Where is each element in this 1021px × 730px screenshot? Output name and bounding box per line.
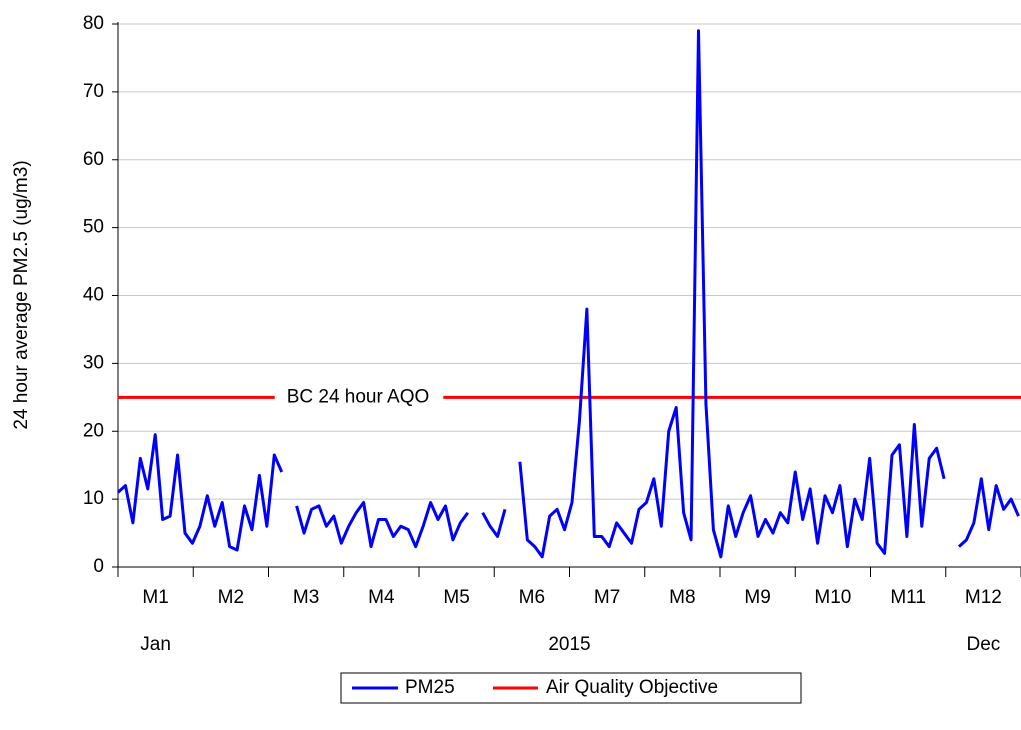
y-tick-label: 70 bbox=[83, 81, 104, 102]
data-line bbox=[116, 29, 1020, 559]
x-tick-label: M6 bbox=[519, 587, 545, 608]
y-tick-label: 20 bbox=[83, 420, 104, 441]
legend-label: PM25 bbox=[405, 677, 455, 698]
legend-box bbox=[340, 672, 802, 704]
x-tick-label: M10 bbox=[814, 587, 851, 608]
x-tick-label: M2 bbox=[218, 587, 244, 608]
x-tick-label: M3 bbox=[293, 587, 319, 608]
x-tick-label: M7 bbox=[594, 587, 620, 608]
x-tick-label: M8 bbox=[669, 587, 695, 608]
x-tick-label: M12 bbox=[965, 587, 1002, 608]
legend-label: Air Quality Objective bbox=[546, 677, 718, 698]
y-tick-label: 80 bbox=[83, 13, 104, 34]
y-tick-label: 60 bbox=[83, 149, 104, 170]
x-tick-label: M1 bbox=[142, 587, 168, 608]
x-tick-label: M4 bbox=[368, 587, 395, 608]
y-tick-label: 50 bbox=[83, 217, 104, 238]
period-label: Jan bbox=[140, 634, 171, 655]
x-tick-label: M9 bbox=[744, 587, 770, 608]
reference-label: BC 24 hour AQO bbox=[287, 386, 430, 407]
x-tick-label: M11 bbox=[890, 587, 926, 608]
period-label: 2015 bbox=[548, 634, 590, 655]
y-tick-label: 0 bbox=[93, 556, 104, 577]
y-tick-label: 40 bbox=[83, 285, 104, 306]
period-label: Dec bbox=[966, 634, 1000, 655]
y-axis-label: 24 hour average PM2.5 (ug/m3) bbox=[11, 160, 32, 429]
y-tick-label: 30 bbox=[83, 352, 104, 373]
y-tick-label: 10 bbox=[83, 488, 104, 509]
x-tick-label: M5 bbox=[443, 587, 469, 608]
